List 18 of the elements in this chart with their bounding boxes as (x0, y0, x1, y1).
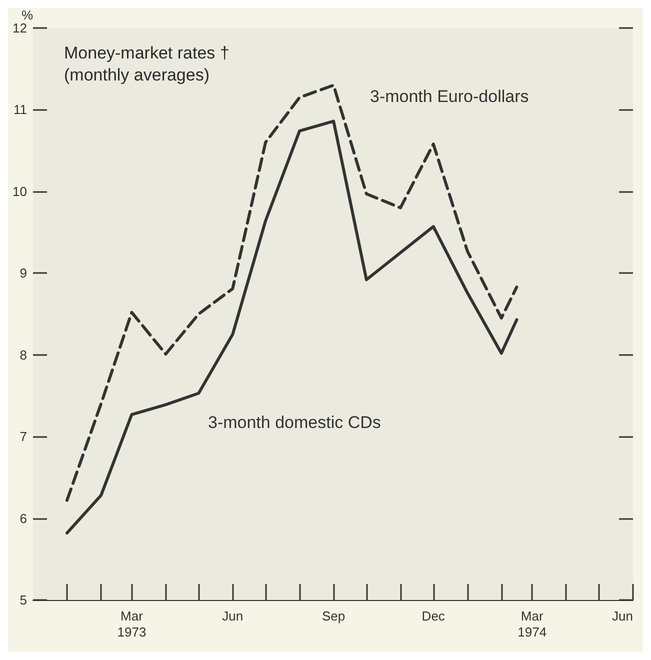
x-tick-label: Jun (222, 608, 244, 624)
y-tick-label: 6 (20, 510, 27, 526)
y-tick-label: 8 (20, 347, 27, 362)
text: Money-market rates † (monthly averages) (64, 44, 230, 84)
y-tick-label: 11 (14, 102, 27, 118)
x-tick-label: Sep (322, 608, 346, 624)
y-axis-title: % (21, 8, 34, 23)
x-tick-label: Jun (612, 608, 633, 624)
y-tick-label: 7 (20, 429, 27, 444)
x-tick-label: Mar 1974 (518, 608, 547, 640)
y-tick-label: 9 (20, 266, 27, 281)
x-tick-label: Dec (422, 608, 446, 624)
x-tick-label: Mar 1973 (117, 608, 146, 640)
y-tick-label: 10 (12, 184, 27, 199)
series-label: 3-month domestic CDs (208, 413, 381, 432)
series-label: 3-month Euro-dollars (370, 87, 529, 106)
y-tick-label: 5 (20, 592, 27, 608)
y-tick-label: 12 (12, 20, 27, 36)
